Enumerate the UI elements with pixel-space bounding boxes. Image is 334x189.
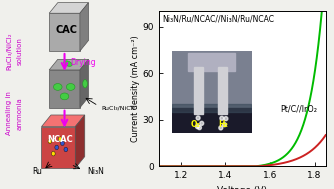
Text: Drying: Drying — [71, 58, 96, 67]
Circle shape — [197, 126, 201, 130]
Circle shape — [48, 139, 52, 143]
Text: CAC: CAC — [55, 25, 77, 35]
Ellipse shape — [60, 93, 69, 100]
Circle shape — [51, 151, 55, 156]
Polygon shape — [49, 59, 89, 70]
Text: NCAC: NCAC — [47, 135, 73, 144]
Polygon shape — [80, 59, 89, 108]
Ellipse shape — [66, 84, 75, 90]
Polygon shape — [49, 70, 80, 108]
Circle shape — [222, 123, 226, 127]
Text: RuCl₃/NiCl₂: RuCl₃/NiCl₂ — [102, 105, 135, 110]
Text: Annealing in: Annealing in — [6, 91, 12, 135]
Circle shape — [55, 145, 58, 150]
Circle shape — [64, 147, 68, 152]
Text: Ru: Ru — [32, 167, 42, 177]
Circle shape — [224, 117, 228, 121]
X-axis label: Voltage (V): Voltage (V) — [217, 186, 267, 189]
Circle shape — [195, 125, 199, 129]
Circle shape — [60, 141, 64, 146]
Circle shape — [58, 137, 62, 141]
Circle shape — [200, 121, 204, 125]
Text: solution: solution — [17, 37, 23, 65]
Polygon shape — [75, 115, 85, 168]
Y-axis label: Current density (mA cm⁻²): Current density (mA cm⁻²) — [131, 36, 140, 142]
Polygon shape — [41, 127, 75, 168]
Ellipse shape — [53, 84, 62, 90]
Bar — [188, 53, 235, 71]
Circle shape — [219, 126, 223, 130]
Polygon shape — [49, 13, 80, 51]
Text: ammonia: ammonia — [17, 97, 23, 130]
Circle shape — [196, 116, 200, 120]
Polygon shape — [41, 115, 85, 127]
Text: Pt/C//IrO₂: Pt/C//IrO₂ — [280, 105, 317, 113]
Text: O₂: O₂ — [191, 120, 200, 129]
Text: RuCl₃/NiCl₂: RuCl₃/NiCl₂ — [6, 32, 12, 70]
Text: Ni₃N: Ni₃N — [88, 167, 105, 177]
Ellipse shape — [83, 80, 88, 88]
Ellipse shape — [64, 61, 72, 66]
Polygon shape — [49, 3, 89, 13]
Circle shape — [220, 116, 224, 120]
Text: H₂: H₂ — [218, 120, 228, 129]
Bar — [194, 67, 203, 114]
Text: Ni₃N/Ru/NCAC//Ni₃N/Ru/NCAC: Ni₃N/Ru/NCAC//Ni₃N/Ru/NCAC — [162, 14, 274, 23]
Polygon shape — [80, 3, 89, 51]
Bar — [217, 67, 227, 114]
